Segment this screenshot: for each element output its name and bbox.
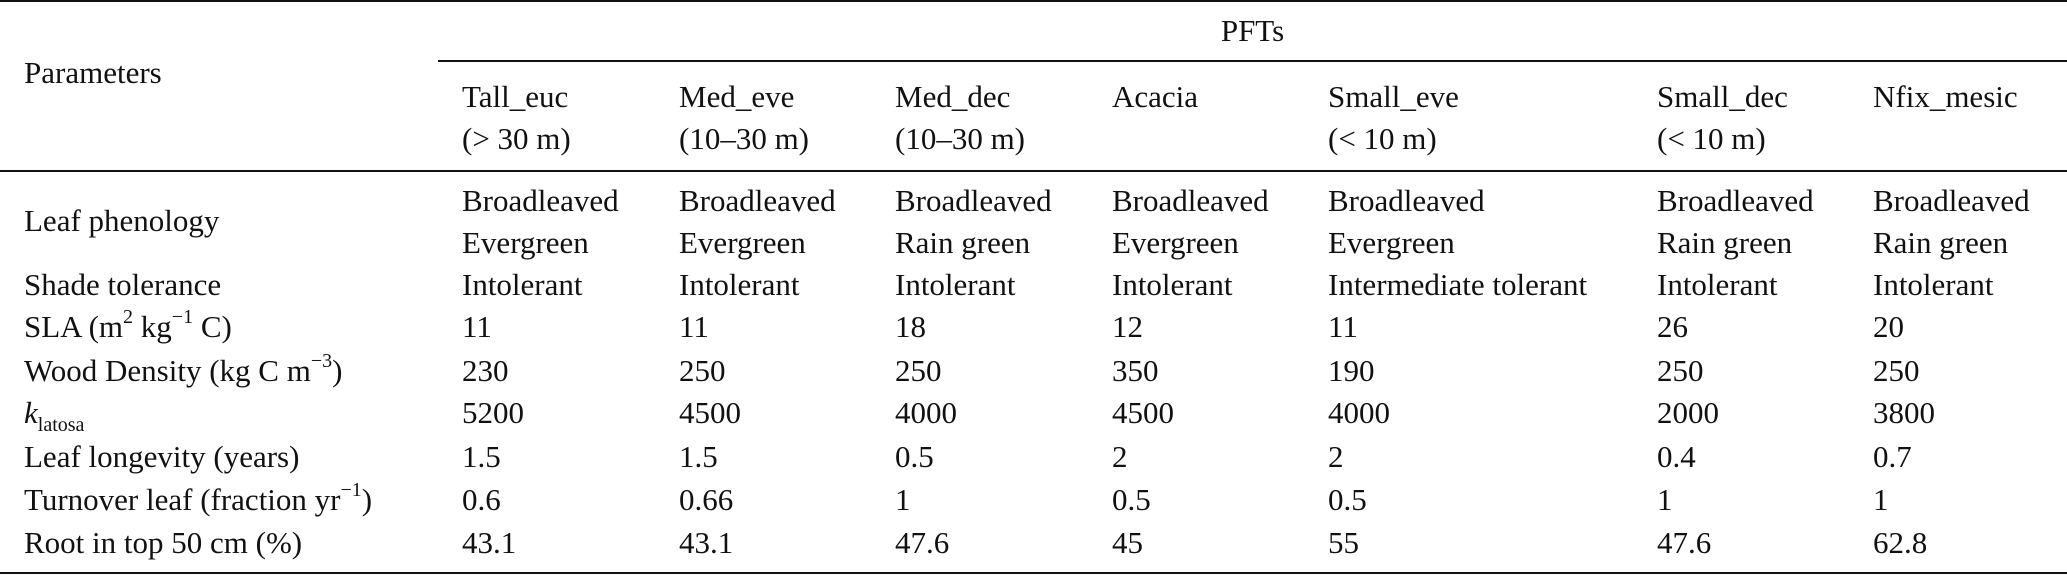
cell-leaf-phenology-small-eve: Broadleaved Evergreen [1328, 183, 1485, 260]
cell-sla-small-dec: 26 [1657, 309, 1688, 344]
table-bottom-rule [0, 572, 2067, 574]
cell-turnover-leaf-nfix-mesic: 1 [1873, 482, 1889, 517]
cell-root-top-50cm-med-dec: 47.6 [895, 525, 950, 560]
cell-leaf-phenology-small-dec: Broadleaved Rain green [1657, 183, 1814, 260]
row-label-wood-density: Wood Density (kg C m−3) [24, 350, 343, 388]
cell-k-latosa-tall-euc: 5200 [462, 395, 524, 430]
cell-shade-tolerance-small-eve: Intermediate tolerant [1328, 267, 1588, 302]
cell-shade-tolerance-med-dec: Intolerant [895, 267, 1016, 302]
cell-leaf-phenology-tall-euc: Broadleaved Evergreen [462, 183, 619, 260]
cell-k-latosa-small-dec: 2000 [1657, 395, 1719, 430]
cell-root-top-50cm-nfix-mesic: 62.8 [1873, 525, 1928, 560]
cell-leaf-longevity-small-eve: 2 [1328, 439, 1344, 474]
cell-leaf-longevity-nfix-mesic: 0.7 [1873, 439, 1912, 474]
cell-root-top-50cm-tall-euc: 43.1 [462, 525, 517, 560]
pft-group-rule [438, 60, 2067, 62]
cell-sla-acacia: 12 [1112, 309, 1143, 344]
cell-sla-nfix-mesic: 20 [1873, 309, 1904, 344]
cell-k-latosa-med-eve: 4500 [679, 395, 741, 430]
cell-turnover-leaf-med-dec: 1 [895, 482, 911, 517]
column-range: (10–30 m) [895, 121, 1026, 156]
column-range: (< 10 m) [1657, 121, 1766, 156]
table-top-rule [0, 0, 2067, 2]
cell-leaf-phenology-acacia: Broadleaved Evergreen [1112, 183, 1269, 260]
column-header-acacia: Acacia [1112, 76, 1198, 118]
cell-shade-tolerance-acacia: Intolerant [1112, 267, 1233, 302]
cell-leaf-longevity-med-dec: 0.5 [895, 439, 934, 474]
row-label-root-top-50cm: Root in top 50 cm (%) [24, 525, 303, 560]
cell-root-top-50cm-small-eve: 55 [1328, 525, 1359, 560]
cell-shade-tolerance-med-eve: Intolerant [679, 267, 800, 302]
column-range: (10–30 m) [679, 121, 810, 156]
parameters-header: Parameters [24, 55, 162, 90]
column-header-small-eve: Small_eve (< 10 m) [1328, 76, 1459, 160]
column-name: Med_eve [679, 79, 795, 114]
cell-leaf-longevity-small-dec: 0.4 [1657, 439, 1696, 474]
column-header-med-eve: Med_eve (10–30 m) [679, 76, 809, 160]
cell-shade-tolerance-small-dec: Intolerant [1657, 267, 1778, 302]
column-header-small-dec: Small_dec (< 10 m) [1657, 76, 1788, 160]
cell-turnover-leaf-small-eve: 0.5 [1328, 482, 1367, 517]
cell-turnover-leaf-tall-euc: 0.6 [462, 482, 501, 517]
pft-group-header: PFTs [1220, 13, 1285, 48]
row-label-k-latosa: klatosa [24, 395, 85, 436]
cell-sla-med-dec: 18 [895, 309, 926, 344]
cell-wood-density-nfix-mesic: 250 [1873, 353, 1920, 388]
cell-turnover-leaf-small-dec: 1 [1657, 482, 1673, 517]
cell-sla-med-eve: 11 [679, 309, 709, 344]
cell-leaf-longevity-med-eve: 1.5 [679, 439, 718, 474]
column-header-med-dec: Med_dec (10–30 m) [895, 76, 1025, 160]
cell-k-latosa-nfix-mesic: 3800 [1873, 395, 1935, 430]
row-label-sla: SLA (m2 kg−1 C) [24, 306, 232, 344]
row-label-leaf-longevity: Leaf longevity (years) [24, 439, 300, 474]
column-name: Small_dec [1657, 79, 1788, 114]
column-header-nfix-mesic: Nfix_mesic [1873, 76, 2018, 118]
column-name: Small_eve [1328, 79, 1459, 114]
cell-shade-tolerance-tall-euc: Intolerant [462, 267, 583, 302]
table-header-rule [0, 170, 2067, 172]
row-label-shade-tolerance: Shade tolerance [24, 267, 222, 302]
cell-wood-density-med-dec: 250 [895, 353, 942, 388]
cell-shade-tolerance-nfix-mesic: Intolerant [1873, 267, 1994, 302]
cell-root-top-50cm-small-dec: 47.6 [1657, 525, 1712, 560]
cell-k-latosa-med-dec: 4000 [895, 395, 957, 430]
cell-leaf-phenology-med-dec: Broadleaved Rain green [895, 183, 1052, 260]
column-name: Acacia [1112, 79, 1199, 114]
cell-leaf-longevity-tall-euc: 1.5 [462, 439, 501, 474]
cell-leaf-phenology-nfix-mesic: Broadleaved Rain green [1873, 183, 2030, 260]
cell-wood-density-tall-euc: 230 [462, 353, 509, 388]
cell-wood-density-med-eve: 250 [679, 353, 726, 388]
cell-wood-density-small-dec: 250 [1657, 353, 1704, 388]
cell-leaf-longevity-acacia: 2 [1112, 439, 1128, 474]
cell-sla-tall-euc: 11 [462, 309, 492, 344]
column-name: Med_dec [895, 79, 1011, 114]
column-name: Nfix_mesic [1873, 79, 2018, 114]
cell-turnover-leaf-med-eve: 0.66 [679, 482, 734, 517]
cell-k-latosa-small-eve: 4000 [1328, 395, 1390, 430]
column-name: Tall_euc [462, 79, 569, 114]
cell-root-top-50cm-med-eve: 43.1 [679, 525, 734, 560]
row-label-leaf-phenology: Leaf phenology [24, 203, 220, 238]
cell-wood-density-small-eve: 190 [1328, 353, 1375, 388]
cell-wood-density-acacia: 350 [1112, 353, 1159, 388]
column-header-tall-euc: Tall_euc (> 30 m) [462, 76, 571, 160]
cell-k-latosa-acacia: 4500 [1112, 395, 1174, 430]
cell-leaf-phenology-med-eve: Broadleaved Evergreen [679, 183, 836, 260]
cell-turnover-leaf-acacia: 0.5 [1112, 482, 1151, 517]
row-label-turnover-leaf: Turnover leaf (fraction yr−1) [24, 479, 373, 517]
cell-sla-small-eve: 11 [1328, 309, 1358, 344]
column-range: (< 10 m) [1328, 121, 1437, 156]
cell-root-top-50cm-acacia: 45 [1112, 525, 1143, 560]
column-range: (> 30 m) [462, 121, 571, 156]
